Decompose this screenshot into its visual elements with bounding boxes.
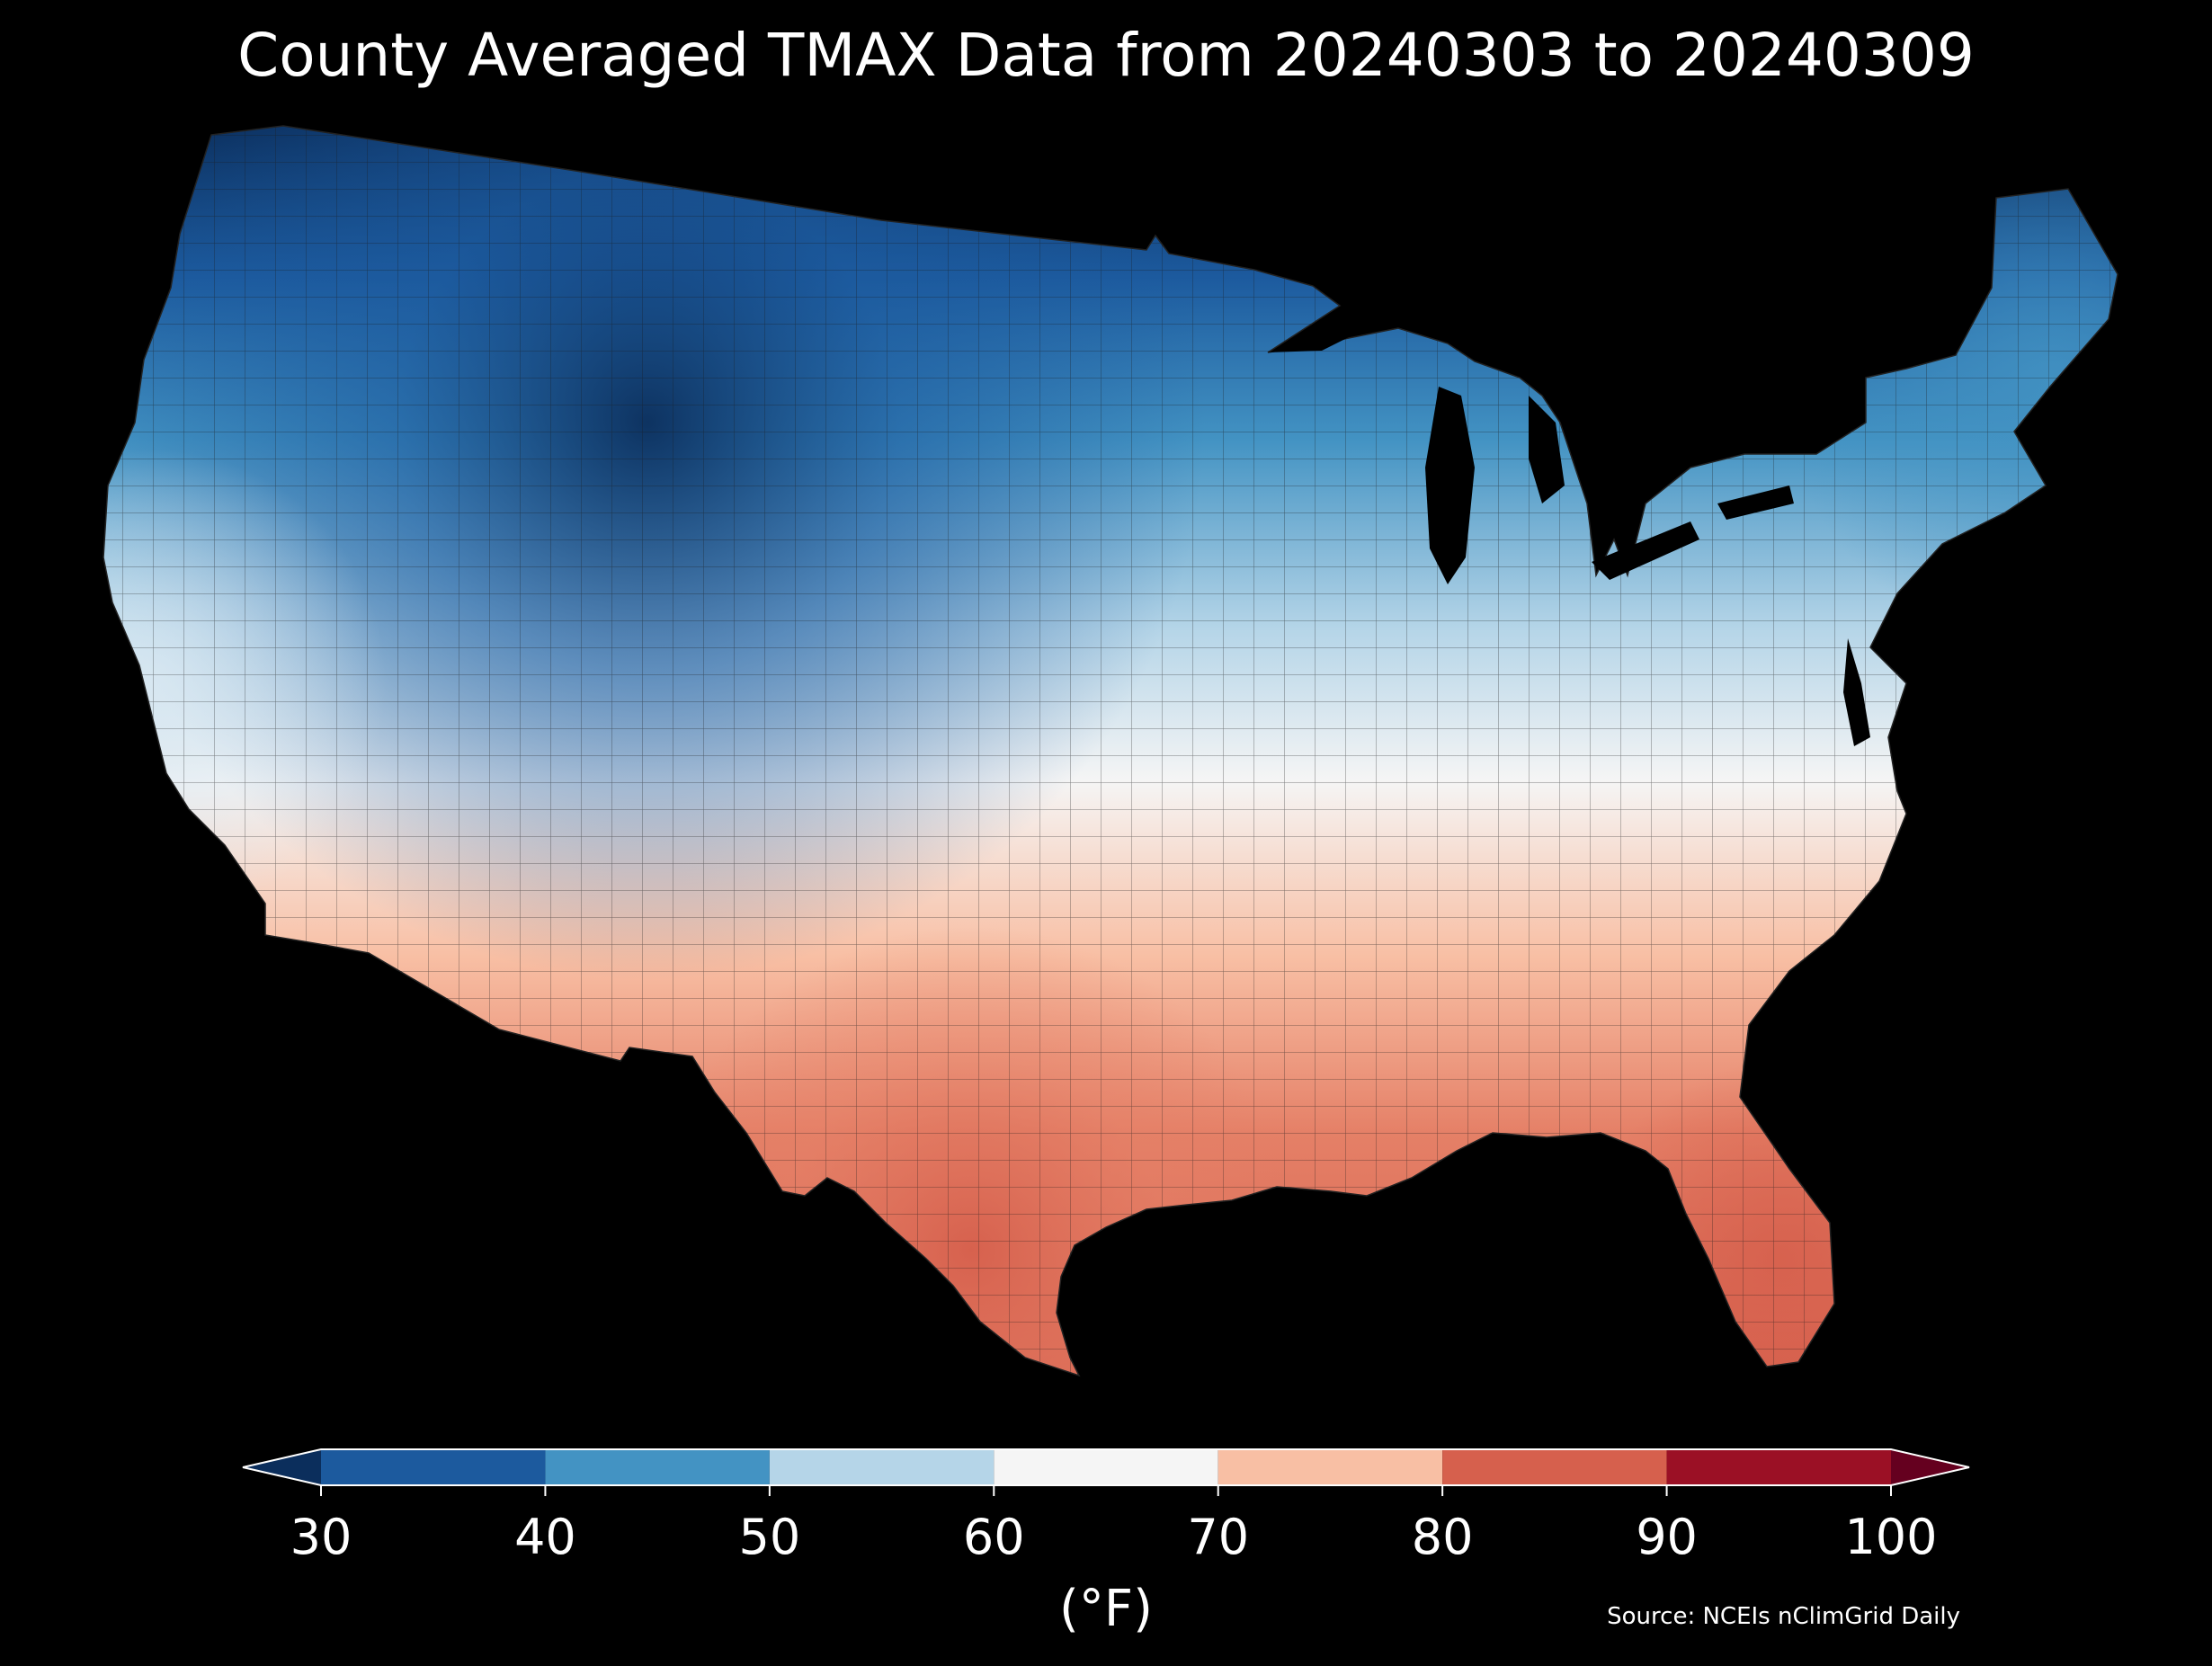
colorbar-under-extension (243, 1449, 321, 1485)
colorbar-tick-label: 100 (1844, 1509, 1938, 1565)
chesapeake-bay (1843, 638, 1870, 746)
colorbar-bin (545, 1449, 770, 1485)
colorbar-tick-label: 50 (738, 1509, 801, 1565)
colorbar-bin (769, 1449, 995, 1485)
colorbar-over-extension (1891, 1449, 1969, 1485)
lake-erie (1592, 521, 1699, 580)
colorbar-tick-label: 40 (514, 1509, 576, 1565)
colorbar-bin (321, 1449, 546, 1485)
colorbar-unit-label: (°F) (1059, 1580, 1153, 1638)
lake-superior (1268, 319, 1367, 352)
colorbar-tick-label: 30 (290, 1509, 352, 1565)
colorbar-bin (994, 1449, 1218, 1485)
map-title: County Averaged TMAX Data from 20240303 … (237, 21, 1975, 90)
colorbar-bin (1217, 1449, 1443, 1485)
county-boundaries (103, 126, 2118, 1376)
lake-michigan (1425, 387, 1475, 584)
colorbar-tick-label: 70 (1187, 1509, 1250, 1565)
lake-ontario (1717, 486, 1794, 520)
lake-huron (1529, 396, 1565, 503)
colorbar-tick-label: 80 (1411, 1509, 1474, 1565)
source-credit: Source: NCEIs nClimGrid Daily (1607, 1603, 1960, 1630)
us-landmass (103, 125, 2118, 1376)
colorbar-tick-label: 60 (962, 1509, 1025, 1565)
colorbar-tick-label: 90 (1636, 1509, 1698, 1565)
colorbar (242, 1448, 1970, 1496)
colorbar-bin (1442, 1449, 1667, 1485)
colorbar-bin (1666, 1449, 1891, 1485)
